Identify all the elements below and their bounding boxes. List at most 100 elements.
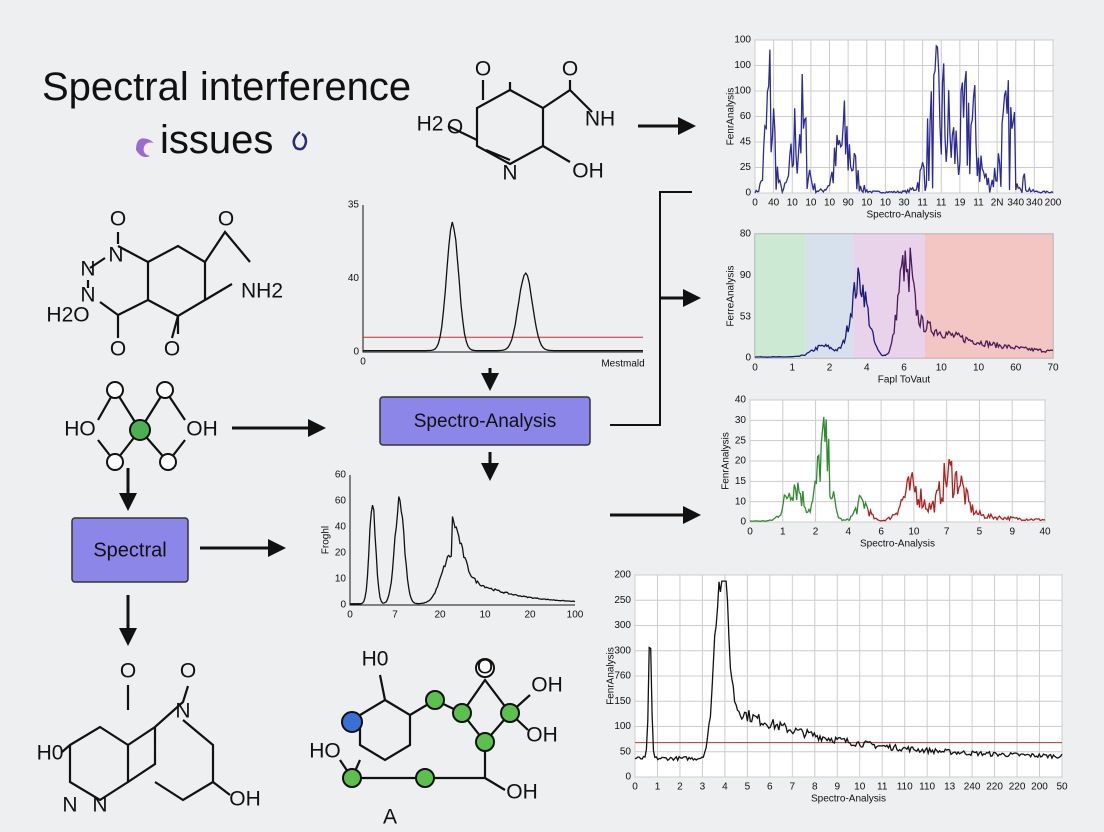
- y-axis-label: FenrAnalysis: [726, 88, 737, 146]
- atom-label: N: [108, 244, 123, 267]
- y-tick-label: 40: [348, 273, 360, 284]
- x-tick-label: 0: [347, 610, 353, 621]
- atom-label: O: [180, 660, 196, 683]
- atom-label: O: [120, 660, 136, 683]
- y-axis-label: Froghl: [321, 526, 332, 554]
- x-tick-label: 10: [880, 198, 892, 209]
- x-tick-label: 20: [524, 610, 536, 621]
- y-tick-label: 100: [614, 721, 631, 732]
- atom-label: O: [562, 58, 578, 81]
- x-tick-label: 50: [1056, 782, 1068, 793]
- y-tick-label: 80: [740, 229, 752, 240]
- spectrum-curve: [350, 496, 576, 605]
- atom-label: N: [62, 794, 77, 817]
- y-tick-label: 25: [740, 162, 752, 173]
- y-tick-label: 45: [740, 137, 752, 148]
- x-tick-label: 10: [805, 198, 817, 209]
- molecule-bonds: [339, 658, 531, 791]
- x-tick-label: 10: [854, 782, 866, 793]
- y-tick-label: 300: [614, 645, 631, 656]
- y-tick-label: 0: [340, 600, 346, 611]
- x-tick-label: 110: [897, 782, 913, 793]
- x-tick-label: 90: [843, 198, 855, 209]
- atom-label: OH: [526, 724, 558, 747]
- atom-label: H0: [37, 742, 64, 765]
- x-tick-label: 30: [898, 198, 910, 209]
- process-box: [379, 396, 591, 446]
- x-tick-label: 9: [834, 782, 840, 793]
- y-tick-label: 0: [745, 188, 751, 199]
- y-tick-label: 150: [614, 696, 631, 707]
- y-tick-label: 60: [335, 470, 347, 481]
- atom-label: H2O: [46, 304, 89, 327]
- x-tick-label: 11: [936, 198, 947, 209]
- x-tick-label: 1: [789, 363, 795, 374]
- x-tick-label: 60: [1010, 363, 1022, 374]
- x-tick-label: 4: [864, 363, 870, 374]
- spectrum-curve: [749, 416, 869, 522]
- axis: [349, 475, 575, 606]
- atom-label: OH: [531, 674, 563, 697]
- atom-label: NH: [585, 108, 615, 131]
- atom-label: O: [477, 656, 493, 679]
- atom-label: OH: [506, 781, 538, 804]
- atom-label: A: [383, 806, 397, 829]
- x-tick-label: 19: [954, 198, 966, 209]
- atom-label: OH: [186, 418, 218, 441]
- axis: [362, 205, 643, 353]
- y-axis-label: FenrAnalysis: [606, 647, 617, 705]
- x-tick-label: 10: [479, 610, 491, 621]
- molecule-bonds: [86, 230, 251, 339]
- x-tick-label: 6: [767, 782, 773, 793]
- x-tick-label: 6: [878, 527, 884, 538]
- y-axis-label: FerreAnalysis: [726, 265, 737, 326]
- atom-label: H2: [417, 113, 444, 136]
- y-tick-label: 200: [614, 570, 631, 581]
- x-tick-label: 11: [877, 782, 888, 793]
- x-tick-label: 200: [1031, 782, 1048, 793]
- atom-label: N: [80, 258, 95, 281]
- y-tick-label: 15: [735, 476, 747, 487]
- x-tick-label: 0: [360, 357, 366, 368]
- x-tick-label: 1: [780, 527, 786, 538]
- y-tick-label: 40: [335, 522, 347, 533]
- atom-label: O: [218, 208, 234, 231]
- y-tick-label: 30: [735, 415, 747, 426]
- y-tick-label: 250: [614, 595, 631, 606]
- x-tick-label: 4: [722, 782, 728, 793]
- y-tick-label: 760: [614, 671, 631, 682]
- molecule-bonds: [447, 80, 593, 166]
- x-tick-label: 10: [936, 363, 948, 374]
- band: [805, 234, 854, 358]
- x-tick-label: 340: [1007, 198, 1024, 209]
- x-tick-label: 70: [1047, 363, 1059, 374]
- y-tick-label: 50: [620, 746, 632, 757]
- spectrum-curve: [363, 221, 643, 352]
- x-tick-label: 40: [1039, 527, 1051, 538]
- x-axis-label: Mestmald: [601, 359, 644, 370]
- x-tick-label: 10: [787, 198, 799, 209]
- y-tick-label: 53: [740, 311, 752, 322]
- atom-label: OH: [229, 788, 261, 811]
- x-tick-label: 200: [1045, 198, 1062, 209]
- atom-label: O: [447, 116, 463, 139]
- atom-label: OH: [572, 160, 604, 183]
- molecule-bonds: [97, 381, 186, 471]
- y-tick-label: 90: [740, 270, 752, 281]
- y-tick-label: 20: [335, 548, 347, 559]
- y-tick-label: 20: [735, 456, 747, 467]
- x-tick-label: 20: [434, 610, 446, 621]
- x-axis-label: Spectro-Analysis: [860, 539, 935, 550]
- x-tick-label: 6: [901, 363, 907, 374]
- spectrum-curve: [754, 267, 890, 358]
- atom-label: NH2: [241, 280, 283, 303]
- x-tick-label: 2: [827, 363, 833, 374]
- x-tick-label: 7: [790, 782, 796, 793]
- spectrum-curve: [634, 580, 1063, 763]
- atom-label: O: [475, 58, 491, 81]
- x-tick-label: 340: [1026, 198, 1043, 209]
- subtitle: issues: [160, 118, 273, 162]
- x-tick-label: 0: [752, 198, 758, 209]
- atom-label: H0: [362, 648, 389, 671]
